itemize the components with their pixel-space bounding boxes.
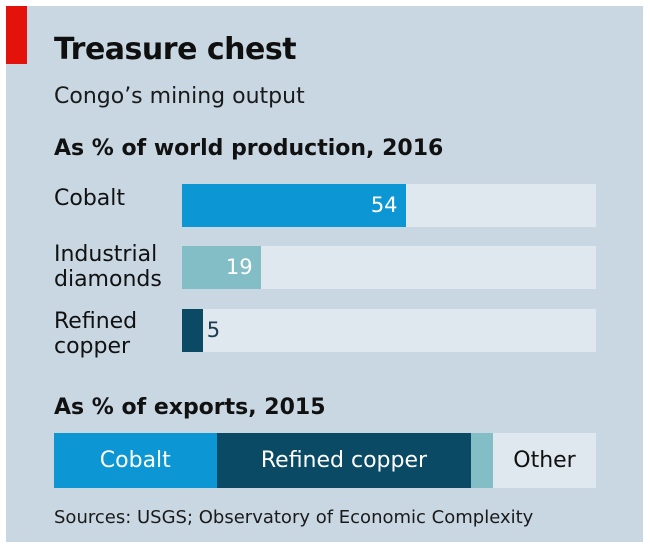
exports-stacked-bar: Cobalt Refined copper Other (54, 433, 596, 488)
brand-red-tab (6, 6, 27, 64)
section-title-exports: As % of exports, 2015 (54, 395, 326, 420)
value-label: 5 (206, 318, 221, 342)
value-label: 54 (370, 193, 398, 217)
value-label: 19 (225, 255, 253, 279)
segment-label: Cobalt (99, 448, 171, 473)
segment-label: Refined copper (260, 448, 428, 473)
segment-label: Other (513, 448, 576, 473)
category-label-industrial-diamonds: Industrial diamonds (54, 242, 162, 292)
bar-track: 5 (182, 309, 596, 352)
bar-track: 54 (182, 184, 596, 227)
segment-refined-copper: Refined copper (216, 433, 472, 488)
segment-unlabelled-2 (471, 433, 493, 488)
section-title-world-production: As % of world production, 2016 (54, 136, 444, 161)
segment-other: Other (493, 433, 596, 488)
segment-cobalt: Cobalt (54, 433, 217, 488)
bar-track: 19 (182, 246, 596, 289)
chart-subtitle: Congo’s mining output (54, 84, 305, 109)
chart-title: Treasure chest (54, 32, 297, 67)
category-label-refined-copper: Refined copper (54, 309, 138, 359)
bar-refined-copper (182, 309, 203, 352)
bar-cobalt (182, 184, 406, 227)
bar-industrial-diamonds (182, 246, 261, 289)
source-note: Sources: USGS; Observatory of Economic C… (54, 507, 534, 528)
category-label-cobalt: Cobalt (54, 186, 126, 211)
